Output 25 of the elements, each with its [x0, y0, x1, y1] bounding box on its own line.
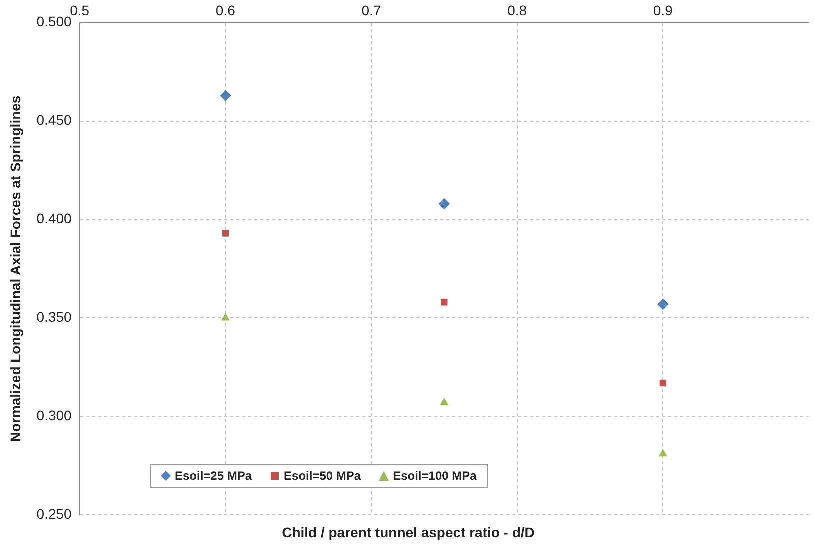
y-tick-label: 0.350	[36, 309, 72, 326]
x-tick-label: 0.9	[653, 2, 674, 18]
point	[658, 298, 669, 310]
y-tick-label: 0.450	[36, 112, 72, 128]
x-tick-label: 0.5	[70, 2, 90, 18]
legend-label: Esoil=25 MPa	[174, 469, 252, 483]
y-tick-label: 0.500	[36, 14, 72, 30]
y-tick-label: 0.250	[36, 506, 72, 522]
point	[659, 450, 668, 457]
point	[441, 299, 448, 306]
x-tick-label: 0.6	[216, 2, 236, 18]
y-tick-label: 0.400	[36, 210, 72, 227]
point	[440, 398, 448, 406]
legend-label: Esoil=50 MPa	[283, 469, 362, 483]
x-tick-label: 0.8	[508, 2, 528, 18]
point	[220, 90, 232, 102]
point	[660, 380, 666, 387]
legend-label: Esoil=100 MPa	[392, 469, 477, 483]
point	[222, 230, 229, 237]
x-tick-label: 0.7	[362, 2, 382, 18]
y-axis-title: Normalized Longitudinal Axial Forces at Springlines	[7, 96, 24, 442]
point	[222, 314, 230, 321]
y-tick-label: 0.300	[36, 408, 72, 424]
x-axis-title: Child / parent tunnel aspect ratio - d/D	[282, 524, 535, 540]
point	[438, 198, 450, 210]
